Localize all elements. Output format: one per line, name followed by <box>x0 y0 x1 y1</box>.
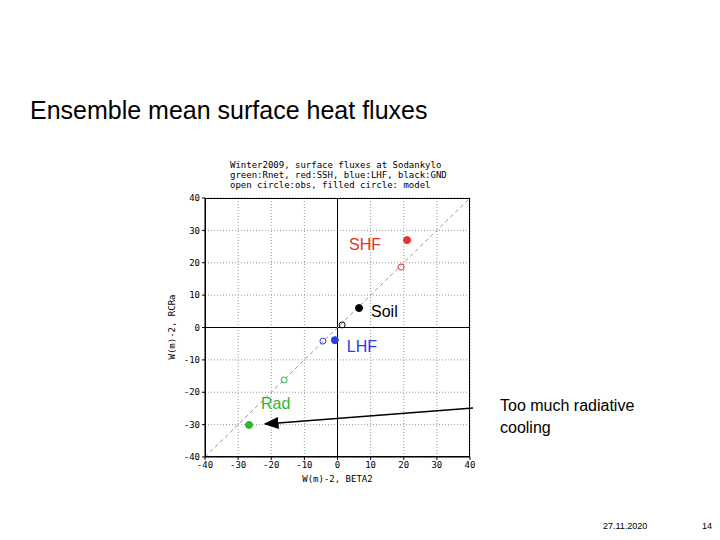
svg-text:10: 10 <box>365 460 376 470</box>
svg-text:0: 0 <box>195 323 200 333</box>
html-text:W(m)-2, BETA2: W(m)-2, BETA2 <box>302 474 373 484</box>
svg-text:-10: -10 <box>184 355 200 365</box>
svg-text:10: 10 <box>189 290 200 300</box>
html-text:Too much radiative cooling: Too much radiative cooling <box>500 397 635 436</box>
svg-text:30: 30 <box>189 226 200 236</box>
html-text:27.11.2020: 27.11.2020 <box>603 521 648 531</box>
svg-text:40: 40 <box>465 460 476 470</box>
html-text:Rad: Rad <box>261 394 291 412</box>
svg-text:30: 30 <box>431 460 442 470</box>
html-text:Soil: Soil <box>371 303 398 321</box>
svg-text:20: 20 <box>398 460 409 470</box>
svg-text:-20: -20 <box>184 387 200 397</box>
svg-text:-10: -10 <box>296 460 312 470</box>
html-text:W(m)-2, RCRa: W(m)-2, RCRa <box>167 294 177 359</box>
html-text:Ensemble mean surface heat flu: Ensemble mean surface heat fluxes <box>30 96 428 124</box>
html-text:green:Rnet, red:SSH, blue:LHF,: green:Rnet, red:SSH, blue:LHF, black:GND <box>230 170 447 180</box>
html-text:Winter2009, surface fluxes at: Winter2009, surface fluxes at Sodankylo <box>230 160 442 170</box>
html-text:14: 14 <box>702 521 712 531</box>
svg-text:-40: -40 <box>196 460 214 471</box>
svg-text:40: 40 <box>189 193 200 203</box>
svg-text:-20: -20 <box>263 460 279 470</box>
html-text:SHF: SHF <box>349 236 382 254</box>
html-text:LHF: LHF <box>346 338 378 356</box>
svg-text:-40: -40 <box>184 452 200 462</box>
svg-text:0: 0 <box>335 460 340 470</box>
svg-text:-30: -30 <box>184 420 200 430</box>
svg-text:-30: -30 <box>230 460 246 470</box>
html-text:open circle:obs, filled circle: open circle:obs, filled circle: model <box>230 180 431 190</box>
svg-text:20: 20 <box>189 258 200 268</box>
